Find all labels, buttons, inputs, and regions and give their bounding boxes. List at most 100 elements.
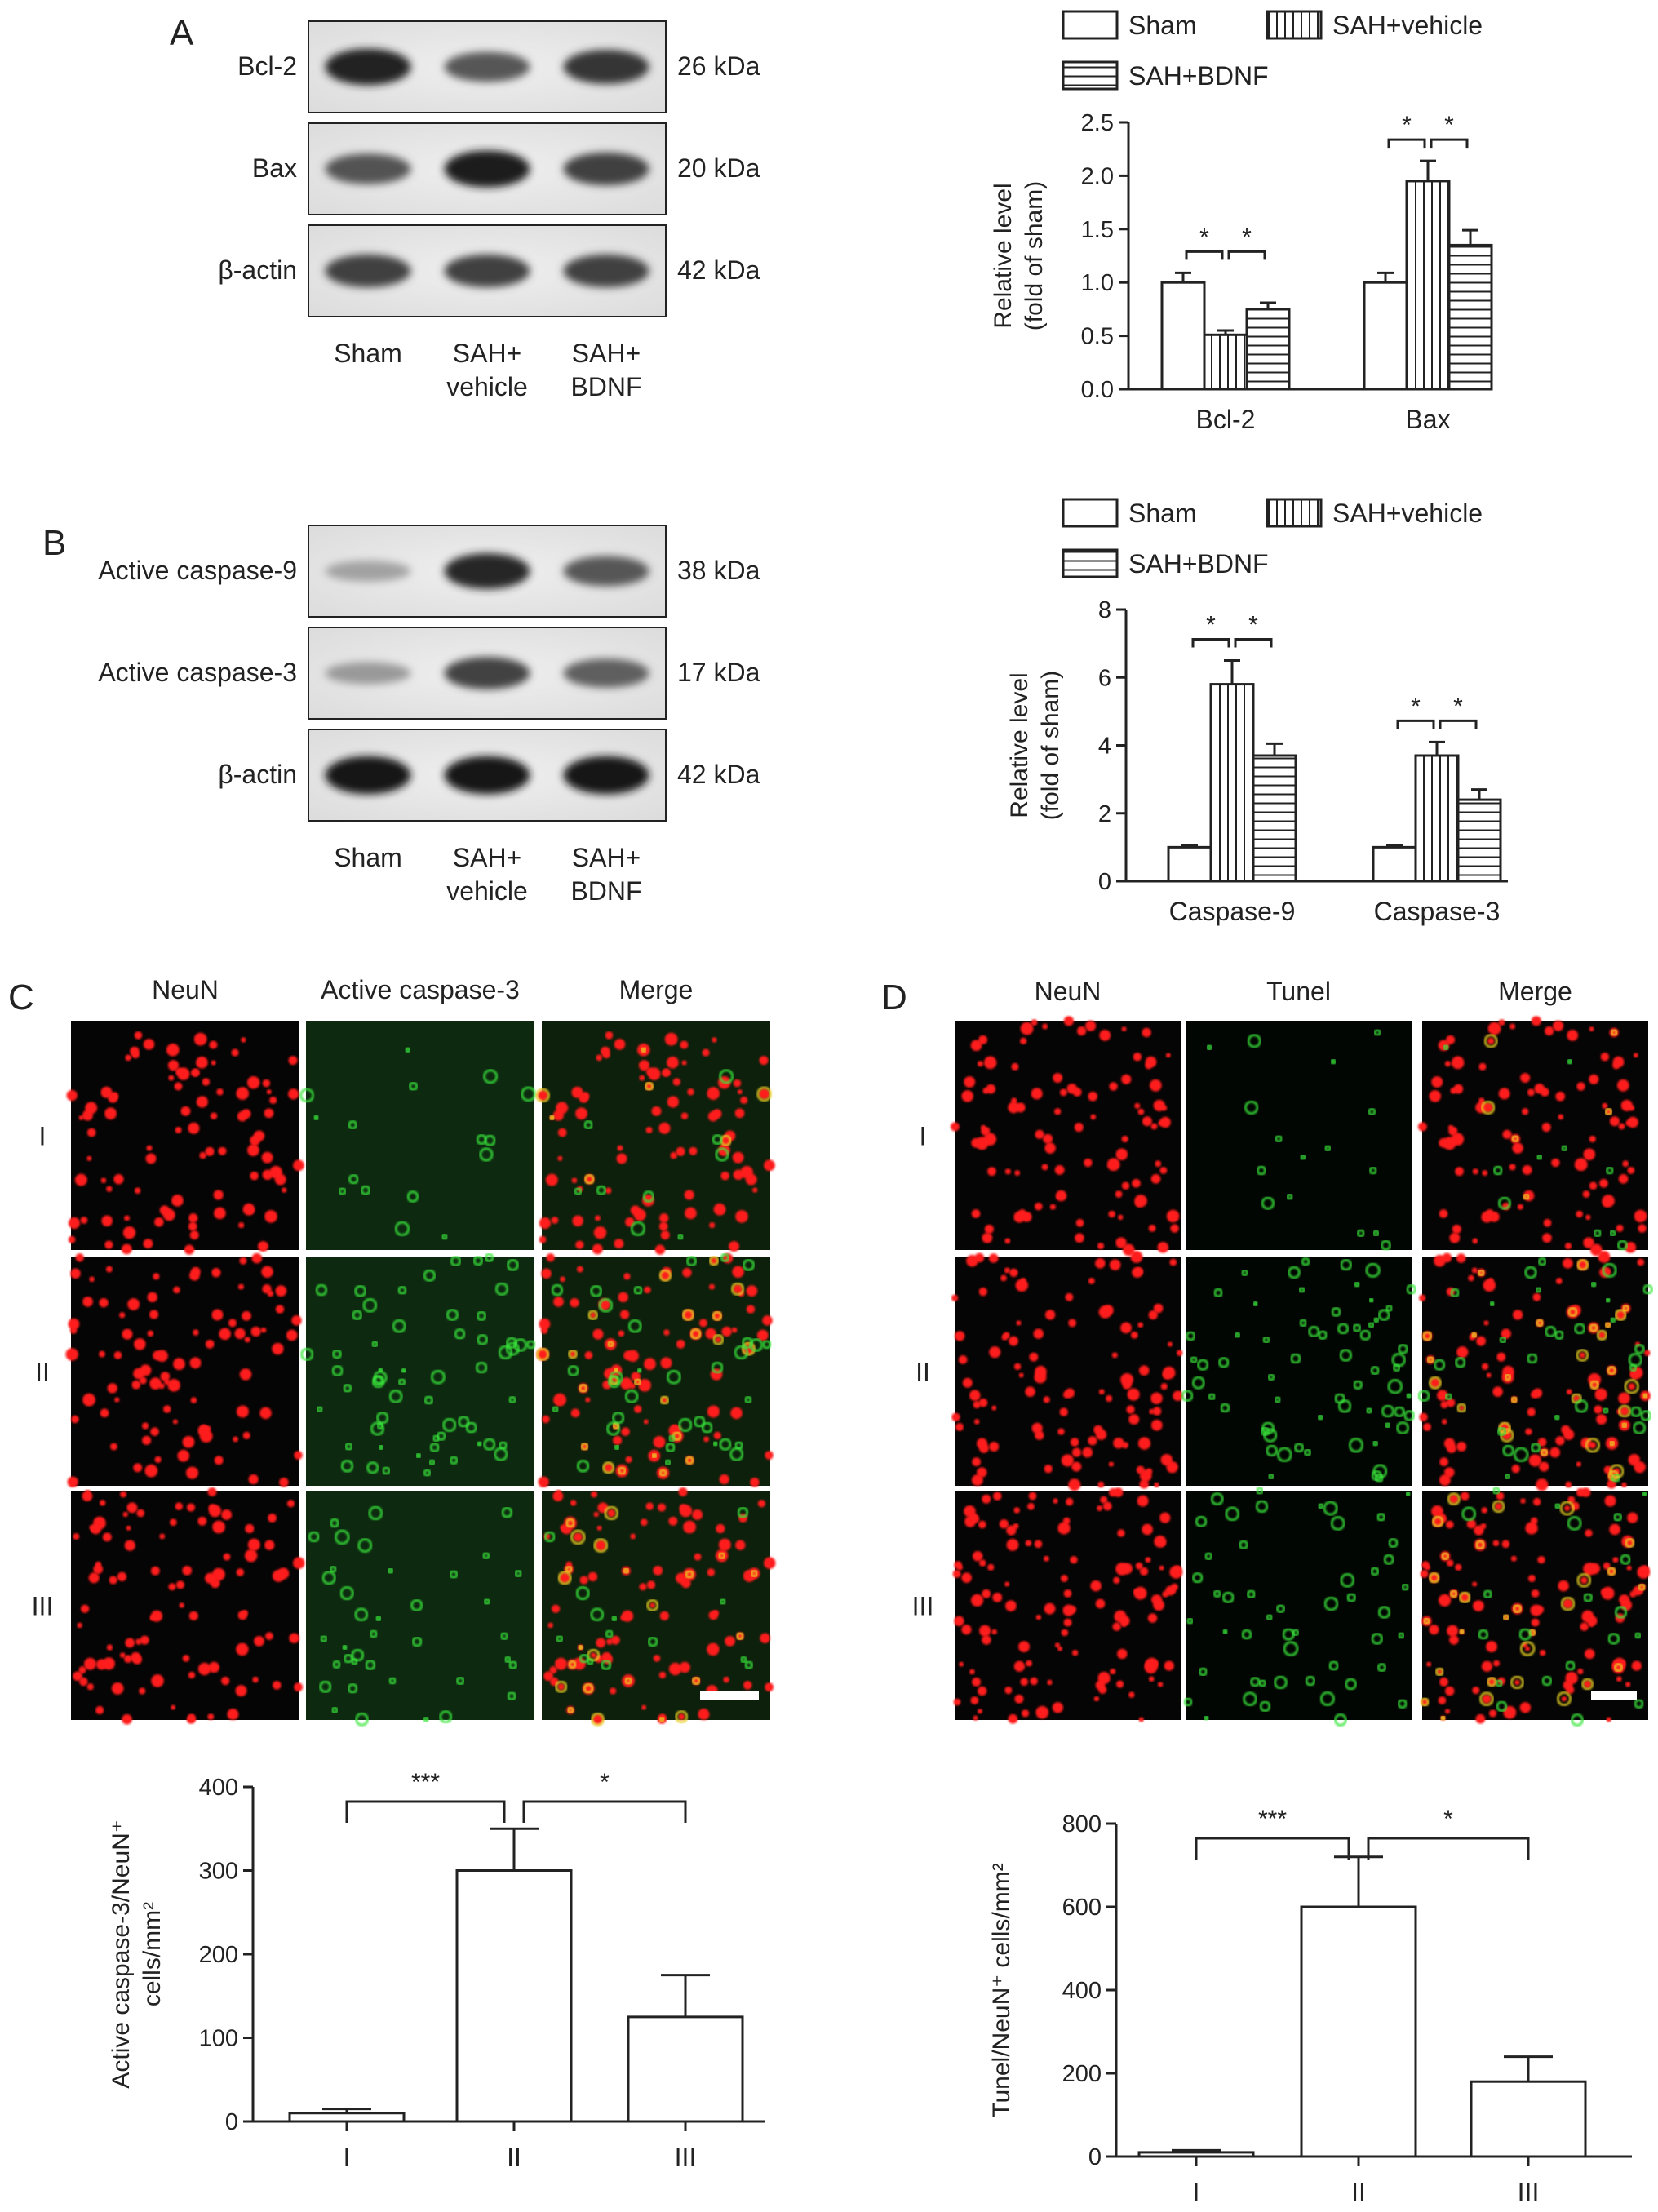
neun-cell bbox=[1460, 1592, 1470, 1602]
merged-cell bbox=[720, 1252, 730, 1262]
green-stained-cell bbox=[1354, 1281, 1360, 1288]
neun-cell bbox=[547, 1622, 554, 1629]
neun-cell bbox=[264, 1108, 274, 1119]
neun-cell bbox=[1481, 1363, 1489, 1371]
neun-cell bbox=[1003, 1332, 1010, 1339]
merged-cell bbox=[665, 1443, 676, 1452]
neun-cell bbox=[1047, 1679, 1053, 1686]
green-stained-cell bbox=[475, 1361, 488, 1374]
neun-cell bbox=[1520, 1072, 1531, 1083]
neun-cell bbox=[973, 1419, 980, 1425]
neun-cell bbox=[1090, 1114, 1097, 1120]
neun-cell bbox=[977, 1709, 983, 1714]
green-stained-cell bbox=[397, 1285, 407, 1295]
y-tick-label: 400 bbox=[199, 1775, 238, 1801]
neun-cell bbox=[720, 1171, 729, 1181]
merged-cell bbox=[1602, 1262, 1617, 1278]
merged-cell bbox=[750, 1569, 758, 1578]
neun-cell bbox=[1565, 1481, 1572, 1488]
neun-cell bbox=[1482, 1694, 1492, 1704]
neun-cell bbox=[636, 1043, 650, 1057]
green-stained-cell bbox=[454, 1328, 466, 1340]
neun-cell bbox=[82, 1393, 96, 1407]
neun-cell bbox=[969, 1390, 981, 1401]
merged-cell bbox=[1620, 1421, 1628, 1429]
neun-cell bbox=[653, 1435, 666, 1448]
green-stained-cell bbox=[360, 1185, 371, 1195]
neun-cell bbox=[1139, 1567, 1149, 1576]
legend-label: Sham bbox=[1128, 11, 1197, 40]
green-stained-cell bbox=[401, 1368, 407, 1374]
significance-label: * bbox=[1402, 112, 1412, 139]
merged-cell bbox=[606, 1421, 621, 1436]
merged-cell bbox=[658, 1269, 672, 1282]
neun-cell bbox=[1583, 1563, 1596, 1576]
neun-cell bbox=[275, 1285, 287, 1297]
neun-cell bbox=[1530, 1517, 1538, 1525]
green-stained-cell bbox=[1256, 1487, 1264, 1495]
neun-cell bbox=[213, 1190, 224, 1200]
merged-cell bbox=[741, 1341, 756, 1356]
neun-cell bbox=[1027, 1502, 1035, 1510]
neun-cell bbox=[245, 1523, 255, 1534]
neun-cell bbox=[236, 1642, 249, 1656]
neun-cell bbox=[976, 1438, 988, 1449]
neun-cell bbox=[1618, 1392, 1630, 1405]
green-stained-cell bbox=[423, 1269, 436, 1282]
neun-cell bbox=[171, 1195, 184, 1207]
neun-cell bbox=[1468, 1274, 1474, 1282]
merged-cell bbox=[636, 1368, 643, 1374]
green-stained-cell bbox=[479, 1147, 494, 1162]
micrograph-column-label: Active caspase-3 bbox=[321, 975, 520, 1004]
neun-cell bbox=[557, 1128, 567, 1137]
green-stained-cell bbox=[1377, 1606, 1391, 1619]
neun-cell bbox=[1475, 1713, 1486, 1724]
neun-cell bbox=[658, 1221, 668, 1231]
neun-cell bbox=[1042, 1023, 1048, 1030]
neun-cell bbox=[182, 1435, 195, 1448]
bar bbox=[627, 2015, 744, 2123]
y-tick-label: 800 bbox=[1062, 1811, 1102, 1837]
merged-cell bbox=[535, 1088, 550, 1103]
neun-cell bbox=[1150, 1419, 1163, 1431]
merged-cell bbox=[579, 1384, 588, 1393]
neun-cell bbox=[1423, 1422, 1431, 1431]
neun-cell bbox=[1488, 1709, 1497, 1718]
neun-cell bbox=[721, 1326, 732, 1337]
neun-cell bbox=[1633, 1053, 1638, 1058]
merged-cell bbox=[576, 1460, 590, 1473]
neun-cell bbox=[1534, 1083, 1545, 1094]
neun-cell bbox=[208, 1504, 217, 1512]
merged-cell bbox=[1610, 1317, 1616, 1323]
merged-cell bbox=[658, 1469, 667, 1477]
lane-label: SAH+ bbox=[453, 843, 521, 872]
neun-cell bbox=[1563, 1598, 1573, 1609]
neun-cell bbox=[543, 1671, 553, 1682]
merged-cell bbox=[1559, 1501, 1575, 1516]
neun-cell bbox=[173, 1358, 185, 1371]
merged-cell bbox=[689, 1328, 702, 1340]
green-stained-cell bbox=[1339, 1349, 1352, 1362]
neun-cell bbox=[955, 1331, 965, 1341]
neun-cell bbox=[1004, 1168, 1011, 1175]
merged-cell bbox=[556, 1634, 564, 1642]
merged-cell bbox=[686, 1256, 698, 1267]
neun-cell bbox=[1501, 1540, 1510, 1549]
merged-cell bbox=[583, 1683, 594, 1694]
neun-cell bbox=[1088, 1091, 1098, 1102]
green-stained-cell bbox=[1191, 1376, 1205, 1390]
merged-cell bbox=[1585, 1438, 1600, 1453]
neun-cell bbox=[1482, 1170, 1488, 1176]
neun-cell bbox=[1602, 1102, 1608, 1109]
legend-label: SAH+BDNF bbox=[1128, 549, 1269, 578]
merged-cell bbox=[701, 1421, 713, 1434]
green-stained-cell bbox=[1337, 1399, 1352, 1413]
merged-cell bbox=[1504, 1373, 1512, 1381]
neun-cell bbox=[1088, 1278, 1095, 1284]
significance-label: * bbox=[1411, 693, 1421, 720]
neun-cell bbox=[1071, 1447, 1082, 1457]
neun-cell bbox=[1144, 1660, 1155, 1671]
neun-cell bbox=[1152, 1407, 1162, 1416]
green-stained-cell bbox=[1208, 1393, 1216, 1401]
